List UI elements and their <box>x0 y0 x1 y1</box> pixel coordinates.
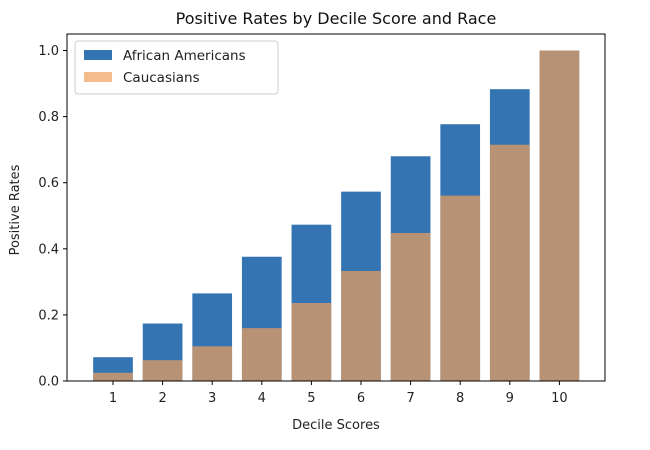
x-tick-label: 10 <box>551 391 568 406</box>
y-tick-label: 0.6 <box>38 176 59 191</box>
bars-group <box>93 50 580 382</box>
x-tick-label: 9 <box>506 391 514 406</box>
legend-label: African Americans <box>123 48 246 64</box>
legend-label: Caucasians <box>123 70 200 86</box>
x-tick-label: 6 <box>357 391 365 406</box>
axes-group: 1 2 3 4 5 6 7 8 9 10 0.0 0.2 0.4 0.6 0.8 1.0 <box>38 33 606 406</box>
x-axis-label: Decile Scores <box>292 418 380 433</box>
y-tick-label: 0.4 <box>38 242 59 257</box>
bar-series1-2 <box>142 360 183 381</box>
x-tick-label: 8 <box>456 391 464 406</box>
y-tick-label: 0.2 <box>38 308 59 323</box>
y-tick-label: 1.0 <box>38 44 59 59</box>
chart-title: Positive Rates by Decile Score and Race <box>176 9 497 28</box>
bar-series1-8 <box>440 195 481 381</box>
x-tick-label: 3 <box>208 391 216 406</box>
y-axis-label: Positive Rates <box>8 164 23 255</box>
bar-series1-10 <box>539 50 580 382</box>
x-tick-label: 4 <box>258 391 266 406</box>
bar-series1-1 <box>93 372 133 381</box>
bar-series1-6 <box>341 270 381 381</box>
legend: African Americans Caucasians <box>74 40 279 95</box>
bar-series1-5 <box>291 303 332 381</box>
legend-swatch <box>84 72 112 82</box>
x-tick-label: 7 <box>406 391 414 406</box>
bar-series1-3 <box>192 346 233 381</box>
plot-frame <box>66 33 606 382</box>
y-tick-label: 0.0 <box>38 375 59 390</box>
x-tick-label: 5 <box>307 391 315 406</box>
bar-series1-9 <box>489 144 530 381</box>
x-tick-label: 2 <box>158 391 166 406</box>
legend-box <box>74 40 279 95</box>
x-tick-label: 1 <box>109 391 117 406</box>
legend-swatch <box>84 50 112 60</box>
y-tick-label: 0.8 <box>38 110 59 125</box>
bar-series1-7 <box>390 232 431 381</box>
bar-series1-4 <box>241 328 282 381</box>
